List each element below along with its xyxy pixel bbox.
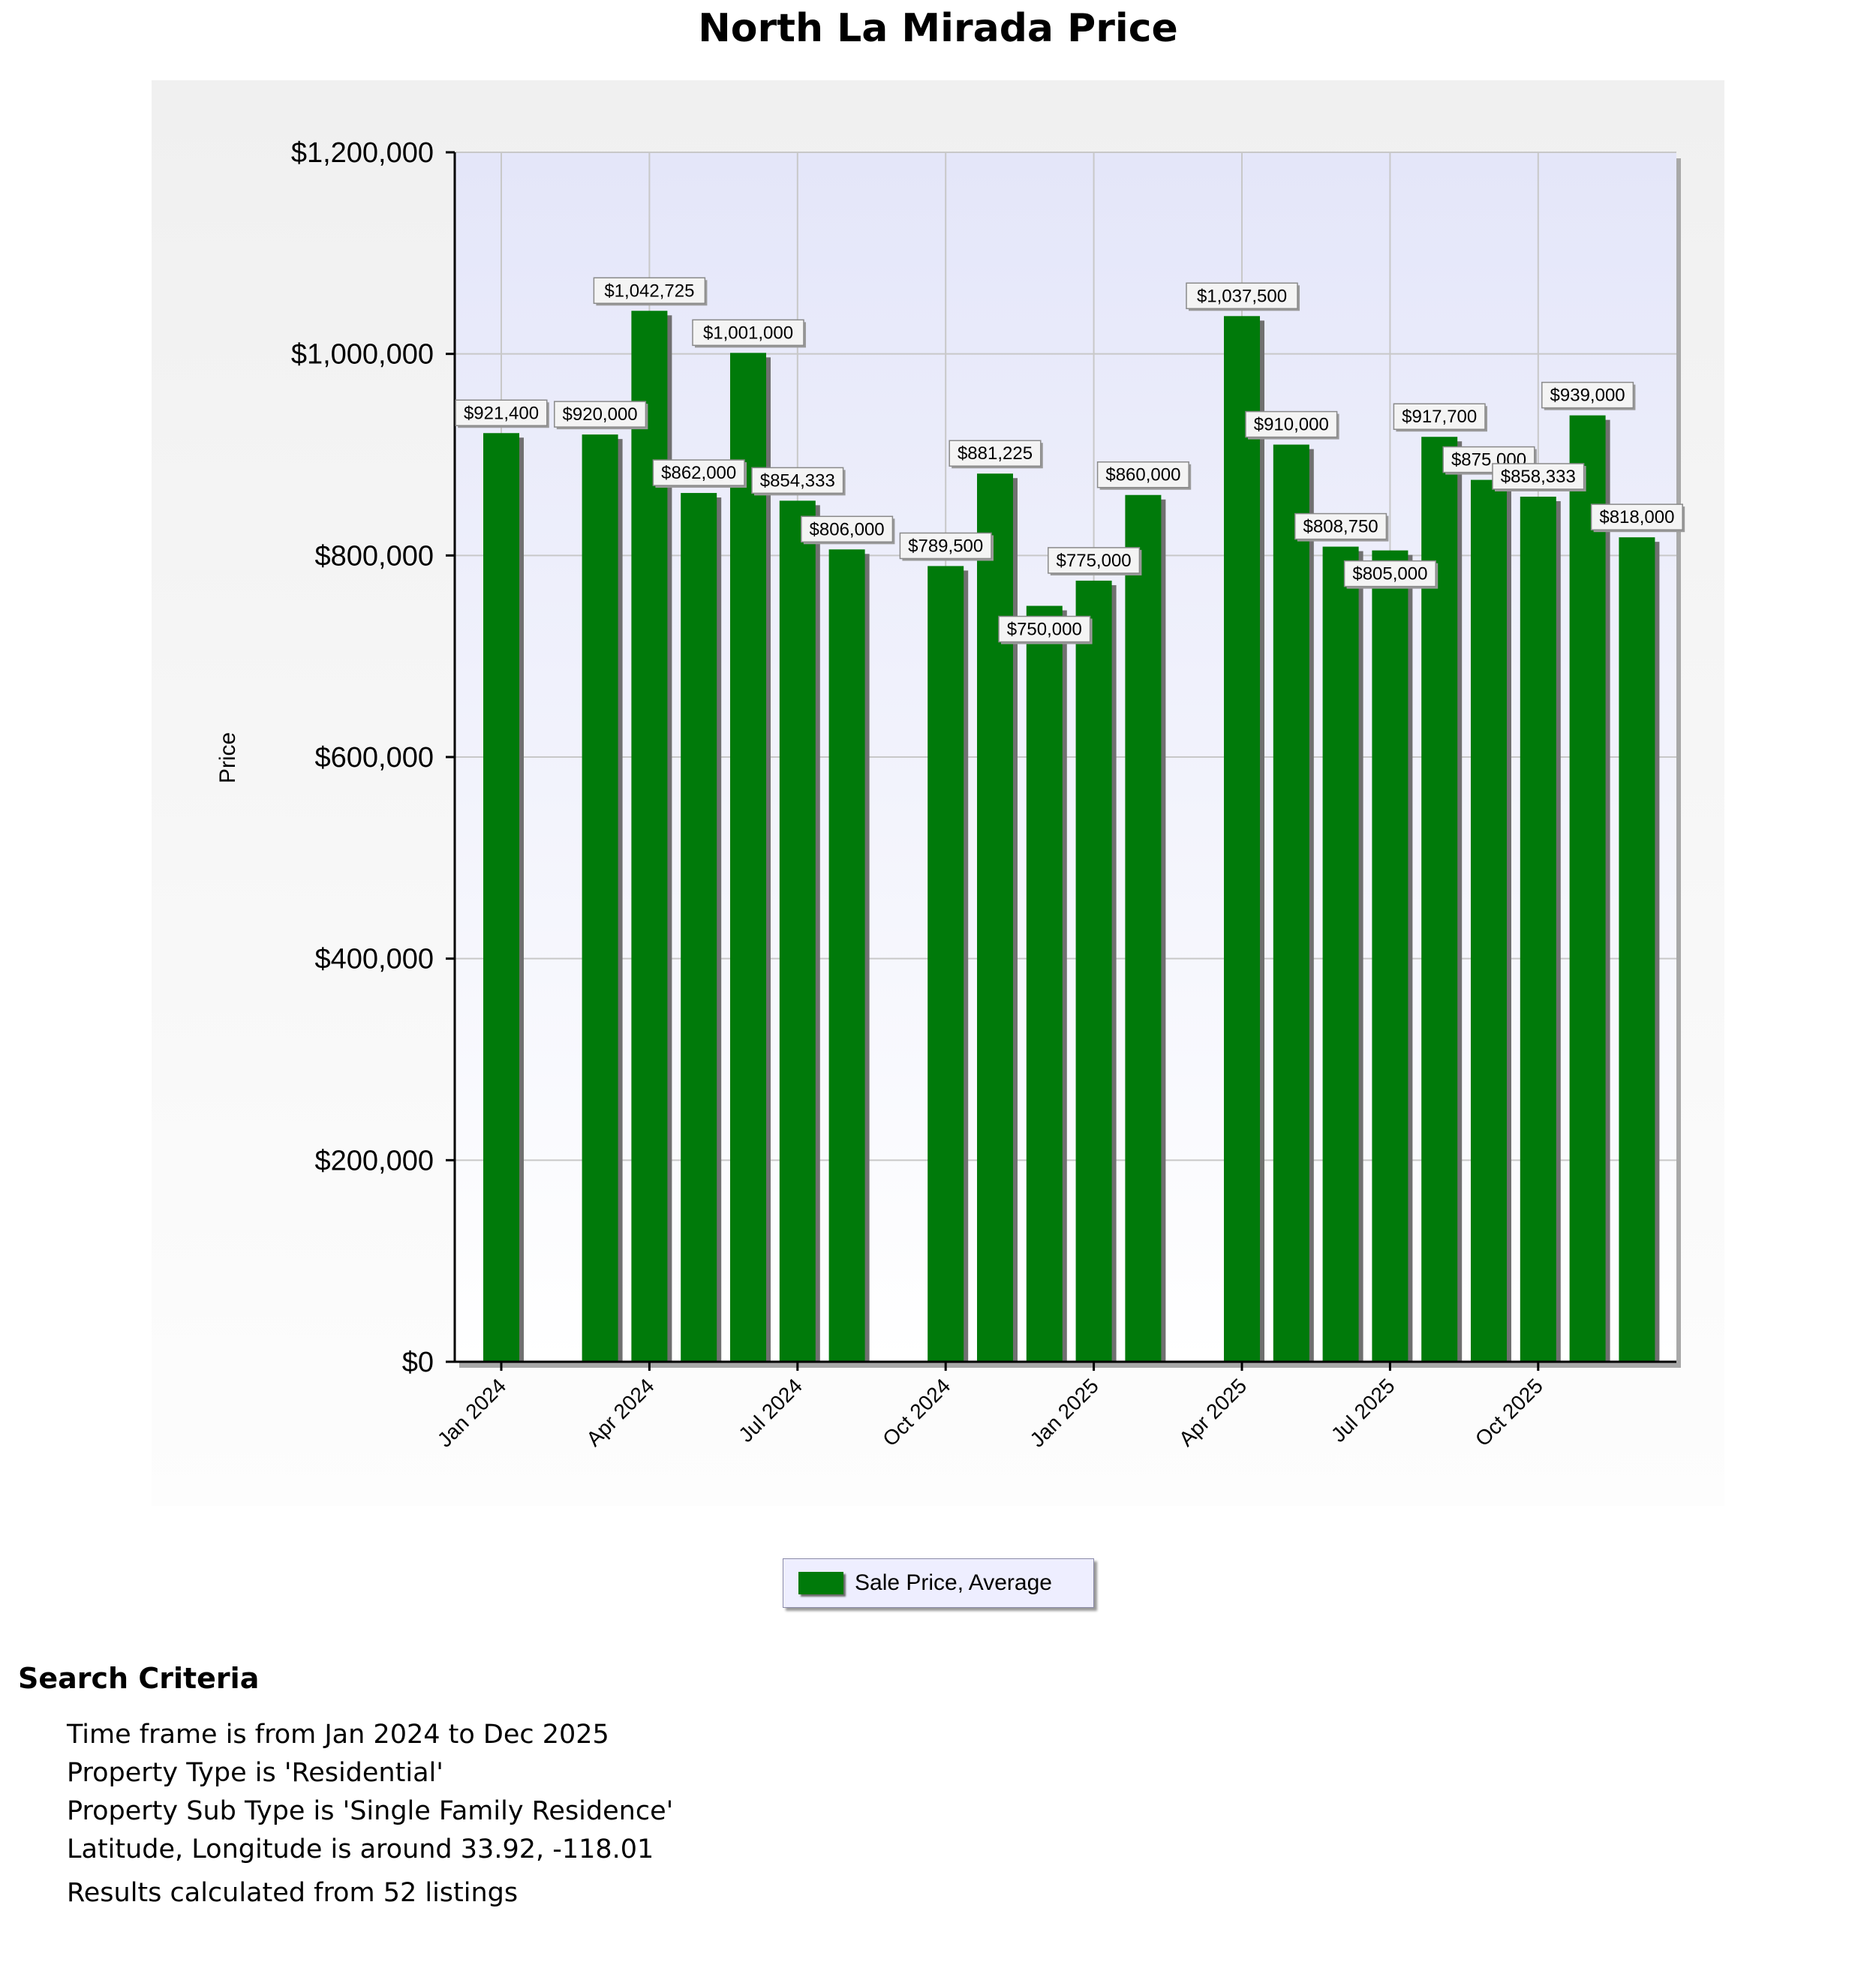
data-label-text: $917,700 (1402, 407, 1477, 427)
search-criteria-title: Search Criteria (18, 1662, 260, 1695)
data-label-text: $1,042,725 (604, 281, 694, 301)
data-label-text: $854,333 (760, 470, 835, 491)
y-tick-label: $1,000,000 (291, 339, 434, 371)
bar (779, 500, 816, 1363)
bar (483, 433, 519, 1362)
bar (681, 493, 717, 1363)
results-count: Results calculated from 52 listings (67, 1878, 519, 1908)
legend-swatch (798, 1572, 843, 1594)
data-label: $862,000 (652, 459, 747, 488)
bar (1372, 550, 1409, 1362)
data-label: $789,500 (899, 532, 994, 561)
bar (977, 473, 1013, 1362)
y-tick-label: $200,000 (315, 1145, 434, 1176)
bar (1619, 537, 1655, 1362)
data-label: $875,000 (1442, 446, 1537, 475)
data-label: $808,750 (1294, 512, 1389, 542)
criteria-line: Property Sub Type is 'Single Family Resi… (67, 1796, 674, 1826)
data-label: $750,000 (998, 615, 1093, 644)
y-tick-label: $0 (402, 1347, 434, 1378)
data-labels: $921,400 $920,000 $1,042,725 $862,000 $1,001… (455, 277, 1685, 644)
bar (828, 549, 865, 1362)
data-label-text: $939,000 (1550, 386, 1625, 406)
data-label-text: $789,500 (908, 536, 983, 556)
data-label: $805,000 (1343, 560, 1439, 589)
bar (1075, 580, 1112, 1362)
criteria-line: Property Type is 'Residential' (67, 1758, 443, 1788)
data-label-text: $860,000 (1105, 465, 1180, 485)
data-label: $818,000 (1590, 503, 1685, 533)
bar-chart: $0 $200,000 $400,000 $600,000 $800,000 $1,000… (152, 80, 1724, 1506)
y-axis-ticks: $0 $200,000 $400,000 $600,000 $800,000 $1,000… (291, 137, 455, 1378)
legend: Sale Price, Average (783, 1558, 1094, 1608)
data-label-text: $921,400 (464, 403, 539, 423)
data-label: $860,000 (1096, 461, 1192, 490)
y-axis-label: Price (215, 732, 240, 783)
data-label-text: $818,000 (1599, 507, 1674, 527)
bar (1273, 444, 1309, 1362)
y-tick-label: $800,000 (315, 540, 434, 572)
data-label-text: $920,000 (563, 404, 638, 425)
data-label-text: $750,000 (1007, 620, 1082, 640)
criteria-line: Latitude, Longitude is around 33.92, -11… (67, 1834, 654, 1864)
data-label: $939,000 (1541, 381, 1636, 410)
bar (927, 566, 964, 1362)
legend-label: Sale Price, Average (855, 1570, 1052, 1595)
data-label: $917,700 (1393, 403, 1487, 432)
data-label: $854,333 (751, 467, 846, 496)
data-label-text: $806,000 (810, 519, 885, 539)
y-tick-label: $600,000 (315, 742, 434, 774)
bars (483, 311, 1660, 1363)
criteria-line: Time frame is from Jan 2024 to Dec 2025 (67, 1720, 609, 1750)
bar (1026, 605, 1063, 1362)
data-label: $920,000 (554, 401, 648, 430)
bar (582, 434, 618, 1363)
data-label: $921,400 (455, 399, 549, 428)
search-criteria: Search Criteria Time frame is from Jan 2… (18, 1662, 918, 1908)
y-tick-label: $400,000 (315, 944, 434, 975)
data-label: $910,000 (1245, 410, 1339, 440)
data-label: $806,000 (801, 515, 895, 545)
bar (1322, 546, 1359, 1363)
bar (1421, 437, 1458, 1362)
data-label-text: $808,750 (1303, 517, 1378, 537)
data-label: $1,042,725 (593, 277, 708, 306)
data-label: $858,333 (1492, 463, 1586, 491)
data-label-text: $910,000 (1254, 415, 1329, 435)
data-label-text: $805,000 (1352, 564, 1427, 584)
data-label: $881,225 (949, 440, 1043, 469)
bar (1520, 496, 1556, 1362)
data-label: $775,000 (1048, 547, 1142, 575)
y-tick-label: $1,200,000 (291, 137, 434, 169)
data-label-text: $858,333 (1501, 467, 1576, 487)
bar (730, 353, 766, 1362)
data-label-text: $1,001,000 (703, 323, 793, 343)
data-label-text: $1,037,500 (1197, 286, 1287, 306)
bar (1471, 479, 1507, 1363)
data-label: $1,037,500 (1186, 282, 1300, 311)
data-label-text: $775,000 (1057, 551, 1132, 571)
bar (1125, 494, 1162, 1362)
data-label-text: $862,000 (661, 463, 736, 483)
data-label-text: $881,225 (958, 443, 1033, 464)
chart-title: North La Mirada Price (698, 6, 1178, 51)
data-label: $1,001,000 (692, 319, 806, 348)
bar (1569, 415, 1606, 1362)
bar (1224, 316, 1260, 1363)
